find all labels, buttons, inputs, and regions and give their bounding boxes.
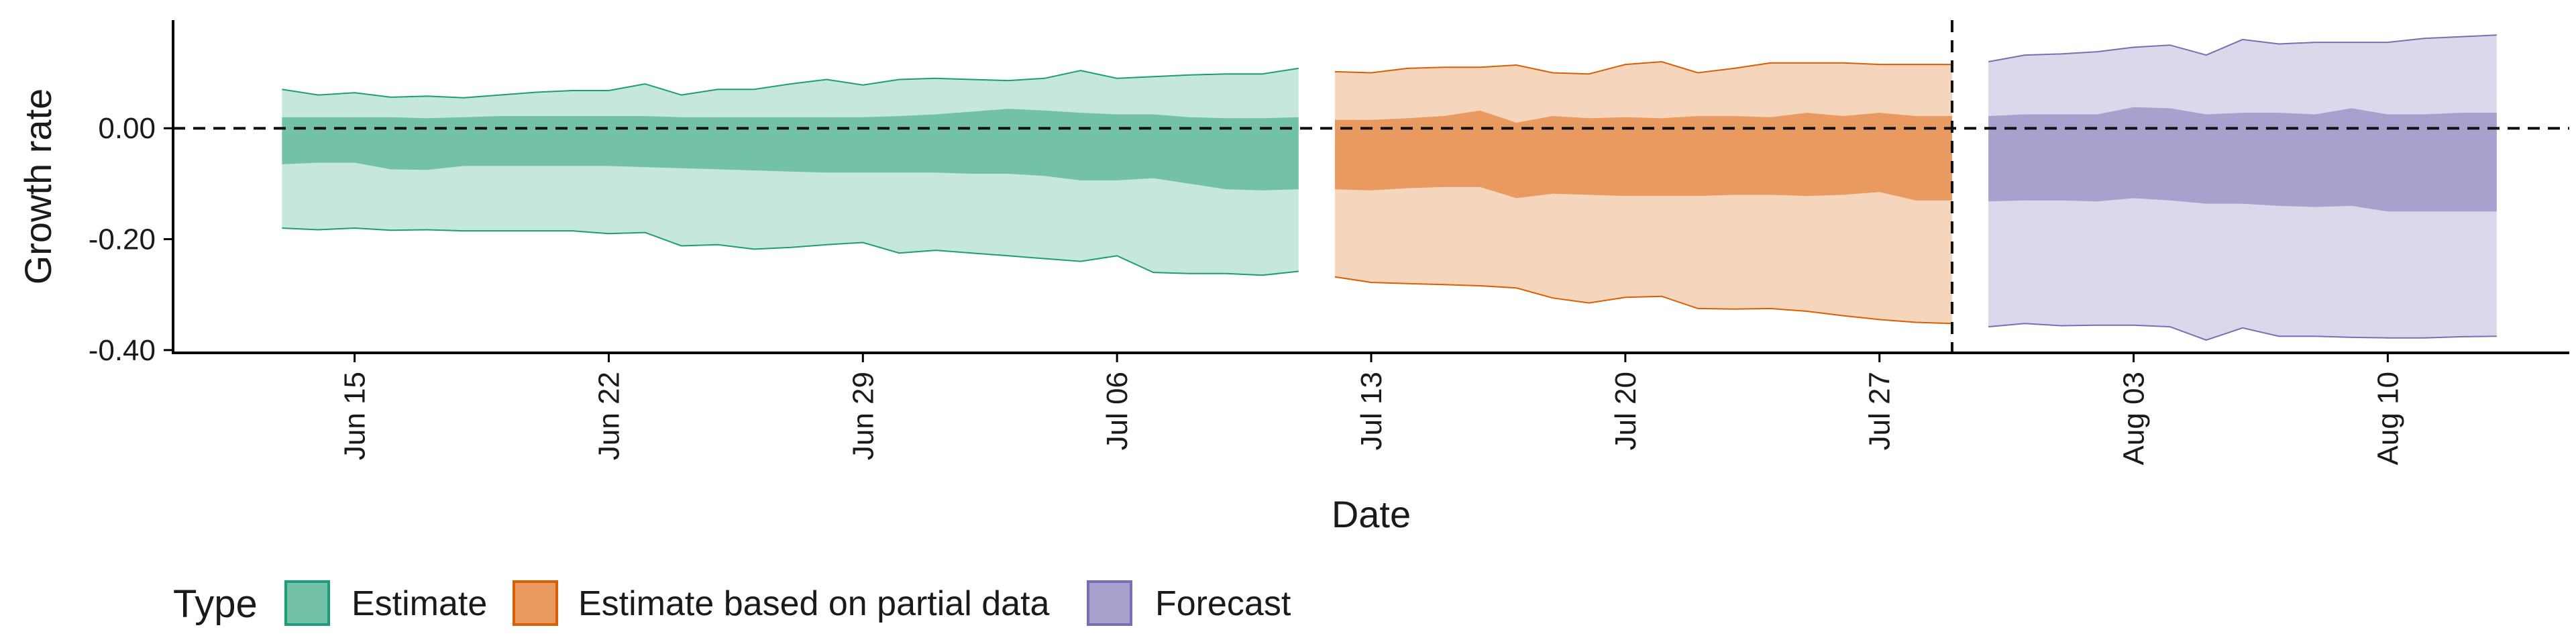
estimate-based-on-partial-data-inner-band bbox=[1334, 110, 1952, 201]
y-tick-label: -0.20 bbox=[89, 223, 156, 256]
legend-label: Estimate bbox=[352, 584, 487, 623]
forecast-inner-band bbox=[1988, 107, 2497, 212]
legend-label: Estimate based on partial data bbox=[578, 584, 1050, 623]
estimate-based-on-partial-data-series bbox=[1334, 60, 1952, 325]
estimate-outer-band-upper-edge bbox=[282, 67, 1299, 99]
estimate-based-on-partial-data-outer-band-upper-edge bbox=[1334, 60, 1952, 75]
legend-swatch bbox=[1087, 580, 1132, 626]
reference-lines bbox=[173, 20, 2569, 353]
x-tick-label: Jul 13 bbox=[1355, 372, 1388, 450]
legend-swatch bbox=[513, 580, 558, 626]
x-tick-label: Jun 22 bbox=[593, 372, 626, 460]
estimate-series bbox=[282, 67, 1299, 276]
axes: 0.00 -0.20 -0.40 Jun 15 Jun 22 Jun 29 Jul 06 Ju… bbox=[17, 20, 2569, 535]
x-tick-label: Jul 20 bbox=[1609, 372, 1642, 450]
legend-swatch bbox=[284, 580, 330, 626]
legend-item-estimate-based-on-partial-data: Estimate based on partial data bbox=[513, 580, 1050, 626]
legend-item-estimate: Estimate bbox=[284, 580, 487, 626]
forecast-outer-band-upper-edge bbox=[1988, 34, 2497, 62]
x-axis-title: Date bbox=[1332, 493, 1411, 535]
forecast-series bbox=[1988, 34, 2497, 341]
x-tick-label: Jul 27 bbox=[1864, 372, 1896, 450]
y-axis-title: Growth rate bbox=[17, 89, 59, 285]
forecast-outer-band-lower-edge bbox=[1988, 323, 2497, 341]
y-tick-label: -0.40 bbox=[89, 334, 156, 367]
x-tick-label: Aug 03 bbox=[2118, 372, 2151, 465]
legend-label: Forecast bbox=[1155, 584, 1291, 623]
ribbon-layer bbox=[282, 34, 2497, 341]
y-tick-label: 0.00 bbox=[98, 112, 156, 145]
estimate-outer-band-lower-edge bbox=[282, 227, 1299, 276]
x-tick-label: Jun 15 bbox=[339, 372, 372, 460]
x-tick-label: Jul 06 bbox=[1101, 372, 1134, 450]
estimate-based-on-partial-data-outer-band-lower-edge bbox=[1334, 276, 1952, 325]
legend-title: Type bbox=[173, 582, 258, 626]
x-tick-label: Aug 10 bbox=[2371, 372, 2404, 465]
x-tick-label: Jun 29 bbox=[847, 372, 879, 460]
legend-item-forecast: Forecast bbox=[1087, 580, 1291, 626]
legend: Type Estimate Estimate based on partial da… bbox=[173, 580, 1291, 626]
